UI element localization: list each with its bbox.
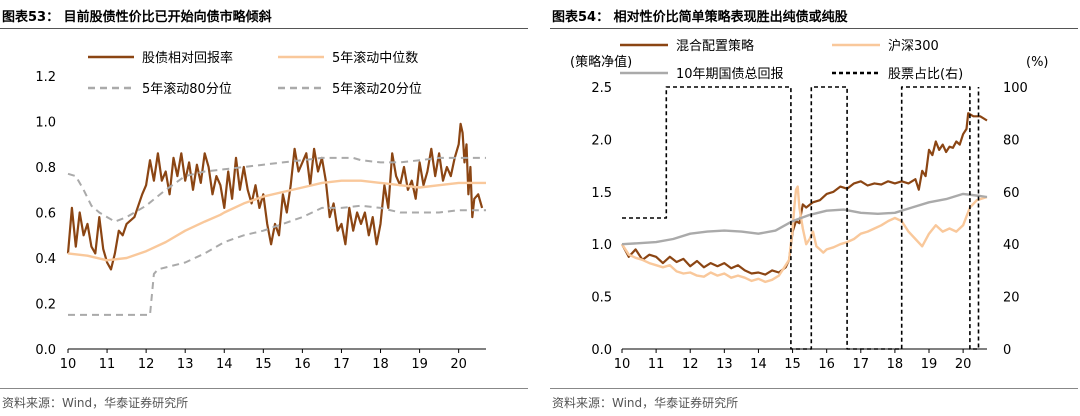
y-tick-label-right: 20 [1003,291,1020,306]
legend-label: 5年滚动20分位 [332,81,422,97]
x-tick-label: 14 [216,357,233,372]
series-line [67,156,486,223]
y-tick-label: 1.0 [35,116,56,131]
x-tick-label: 17 [333,357,350,372]
footer-divider [0,388,528,389]
title-divider [550,28,1078,29]
x-tick-label: 15 [255,357,272,372]
y-tick-label-right: 60 [1003,186,1020,201]
x-tick-label: 10 [60,357,77,372]
y-tick-label-left: 1.5 [591,186,612,201]
x-tick-label: 15 [784,357,801,372]
series-line [66,122,484,271]
x-tick-label: 18 [887,357,904,372]
x-tick-label: 20 [955,357,972,372]
x-tick-label: 18 [372,357,389,372]
y-tick-label: 1.2 [35,70,56,85]
legend-label: 沪深300 [888,38,939,54]
y-tick-label-right: 40 [1003,238,1020,253]
legend-label: 股债相对回报率 [142,50,233,66]
series-line [68,204,486,316]
legend-label: 混合配置策略 [676,38,754,54]
x-tick-label: 19 [921,357,938,372]
series-line [621,192,988,246]
chart-left-svg: 10 11 12 13 14 15 16 17 18 19 20 0.0 0.2 0.4 0.6 0.8 1.0… [35,50,486,372]
y-tick-label-left: 0.0 [591,343,612,358]
x-tick-label: 19 [411,357,428,372]
x-tick-label: 16 [294,357,311,372]
x-tick-label: 11 [648,357,665,372]
chart-panel-left: 图表53： 目前股债性价比已开始向债市略倾斜 10 11 12 13 14 15 16 17 1… [0,0,530,416]
x-tick-label: 12 [682,357,699,372]
x-tick-label: 20 [450,357,467,372]
y-tick-label: 0.0 [35,343,56,358]
y-tick-label-left: 2.5 [591,81,612,96]
y-tick-label: 0.6 [35,207,56,222]
x-tick-label: 14 [750,357,767,372]
y-tick-label-right: 0 [1003,343,1011,358]
series-line [67,179,486,262]
y-axis-title-left: (策略净值) [570,54,632,70]
source-note: 资料来源：Wind，华泰证券研究所 [552,396,739,410]
series-line [621,112,988,276]
x-tick-label: 13 [177,357,194,372]
chart-title: 图表53： 目前股债性价比已开始向债市略倾斜 [2,10,272,25]
source-note: 资料来源：Wind，华泰证券研究所 [2,396,189,410]
y-tick-label-left: 1.0 [591,238,612,253]
footer-divider [550,388,1078,389]
legend-label: 股票占比(右) [888,67,963,82]
x-tick-label: 16 [818,357,835,372]
y-tick-label-right: 80 [1003,133,1020,148]
chart-panel-right: 图表54： 相对性价比简单策略表现胜出纯债或纯股 10 11 12 13 14 15 16 1… [550,0,1080,416]
y-tick-label-left: 0.5 [591,291,612,306]
y-axis-title-right: (%) [1026,55,1049,70]
chart-title: 图表54： 相对性价比简单策略表现胜出纯债或纯股 [552,10,848,25]
x-tick-label: 17 [853,357,870,372]
y-tick-label: 0.4 [35,252,56,267]
x-tick-label: 13 [716,357,733,372]
y-tick-label-left: 2.0 [591,133,612,148]
series-line [622,86,980,350]
legend-label: 5年滚动80分位 [142,81,232,97]
y-tick-label: 0.2 [35,298,56,313]
legend-label: 5年滚动中位数 [332,50,418,66]
x-tick-label: 12 [138,357,155,372]
x-tick-label: 11 [99,357,116,372]
title-divider [0,28,528,29]
legend-label: 10年期国债总回报 [676,67,784,82]
y-tick-label: 0.8 [35,161,56,176]
chart-right-svg: 10 11 12 13 14 15 16 17 18 19 20 0.0 0.5 1.0 1.5 2.0 2.5… [570,38,1049,372]
y-tick-label-right: 100 [1003,81,1028,96]
x-tick-label: 10 [614,357,631,372]
